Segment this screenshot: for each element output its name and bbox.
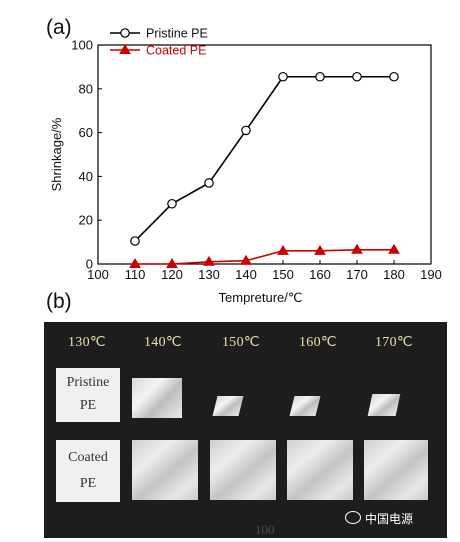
- coated-pe-point: [166, 258, 178, 268]
- coated-pe-point: [203, 255, 215, 266]
- coated-pe-point: [277, 244, 289, 255]
- pristine-label-line2: PE: [79, 398, 97, 413]
- pristine-sample-150: [212, 396, 244, 416]
- y-tick-label: 40: [79, 169, 93, 184]
- temp-label-140: 140℃: [144, 335, 182, 350]
- coated-sample-160: [287, 440, 353, 500]
- coated-pe-point: [240, 254, 252, 265]
- coated-sample-130: Coated PE: [56, 440, 120, 502]
- pristine-pe-point: [204, 178, 214, 188]
- coated-label-line2: PE: [79, 476, 97, 491]
- legend-pristine-pe-label: Pristine PE: [146, 27, 208, 41]
- coated-pe-point: [351, 243, 363, 254]
- legend-coated-pe-marker: [119, 44, 131, 54]
- pristine-sample-170: [367, 394, 401, 416]
- photo-bottom-text: 100: [255, 522, 275, 537]
- legend-coated-pe-label: Coated PE: [146, 44, 206, 58]
- legend-pristine-pe-marker: [120, 28, 130, 38]
- pristine-label-line1: Pristine: [66, 375, 110, 390]
- temp-label-160: 160℃: [299, 335, 337, 350]
- chart-series: [129, 71, 400, 268]
- pristine-sample-140: [132, 378, 182, 418]
- x-tick-label: 160: [309, 267, 331, 282]
- chart-axes: 100 110 120 130 140 150 160 170 180 190 0 20 40 60 80 1…: [49, 38, 442, 306]
- x-tick-label: 120: [161, 267, 183, 282]
- x-tick-label: 130: [198, 267, 220, 282]
- y-tick-label: 20: [79, 213, 93, 228]
- temp-label-170: 170℃: [375, 335, 413, 350]
- x-axis-label: Tempreture/℃: [219, 290, 303, 305]
- pristine-sample-160: [289, 396, 321, 416]
- chart-legend: Pristine PE Coated PE: [110, 27, 208, 58]
- x-tick-label: 180: [383, 267, 405, 282]
- x-tick-label: 150: [272, 267, 294, 282]
- coated-pe-point: [314, 244, 326, 255]
- y-axis-label: Shrinkage/%: [49, 117, 64, 191]
- coated-label-line1: Coated: [68, 450, 108, 465]
- shrinkage-photo: 130℃ 140℃ 150℃ 160℃ 170℃ Pristine PE Coa…: [44, 322, 447, 538]
- coated-pe-line: [135, 248, 394, 265]
- x-tick-label: 140: [235, 267, 257, 282]
- y-tick-label: 100: [71, 38, 93, 53]
- x-tick-label: 100: [87, 267, 109, 282]
- coated-sample-150: [210, 440, 276, 500]
- temp-label-150: 150℃: [222, 335, 260, 350]
- pristine-pe-point: [278, 71, 288, 82]
- y-tick-label: 60: [79, 125, 93, 140]
- pristine-pe-point: [352, 71, 362, 82]
- pristine-pe-point: [389, 71, 399, 82]
- coated-pe-point: [129, 258, 141, 268]
- pristine-pe-point: [167, 198, 177, 209]
- pristine-pe-point: [241, 125, 251, 136]
- pristine-sample-130: Pristine PE: [56, 368, 120, 422]
- coated-pe-point: [388, 243, 400, 254]
- watermark: 中国电源: [345, 510, 413, 527]
- pristine-pe-point: [130, 236, 140, 246]
- panel-label-a: (a): [46, 16, 72, 39]
- x-tick-label: 170: [346, 267, 368, 282]
- wechat-icon: [345, 511, 361, 524]
- pristine-pe-point: [315, 71, 325, 82]
- x-tick-label: 110: [125, 267, 146, 282]
- pristine-pe-line: [134, 75, 394, 242]
- temp-label-130: 130℃: [68, 335, 106, 350]
- plot-frame: [97, 44, 432, 265]
- watermark-text: 中国电源: [365, 512, 414, 526]
- x-tick-label: 190: [420, 267, 442, 282]
- y-tick-label: 80: [79, 81, 93, 96]
- y-tick-label: 0: [86, 257, 93, 272]
- coated-sample-170: [364, 440, 428, 500]
- coated-sample-140: [132, 440, 198, 500]
- panel-label-b: (b): [46, 290, 72, 313]
- shrinkage-chart: 100 110 120 130 140 150 160 170 180 190 0 20 40 60 80 1…: [49, 27, 442, 306]
